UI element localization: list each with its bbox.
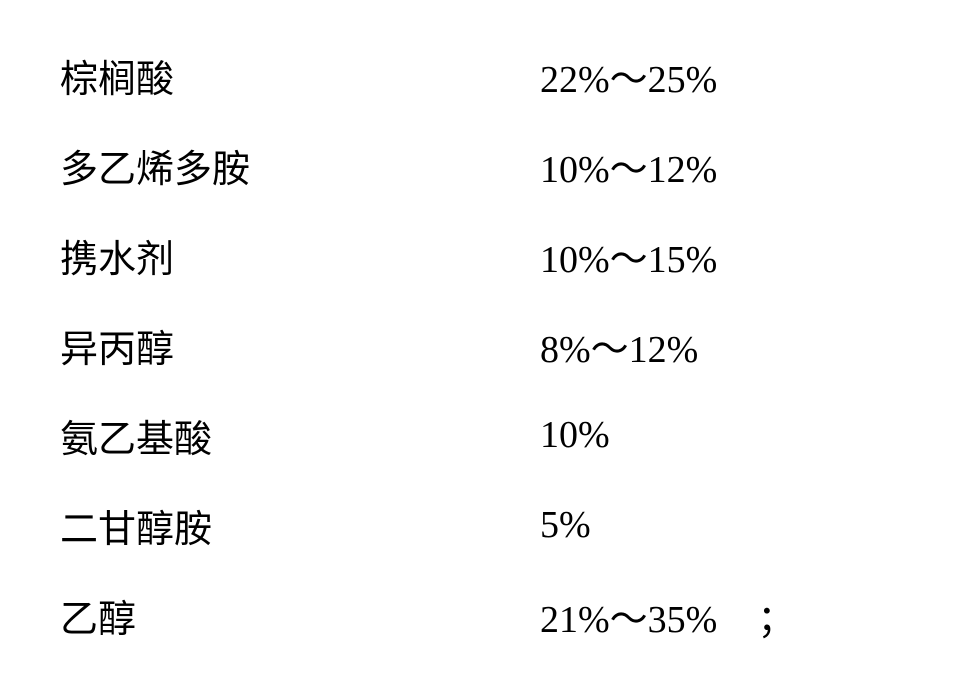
table-row: 多乙烯多胺 10%～12%: [60, 120, 898, 210]
ingredient-label: 异丙醇: [60, 318, 540, 373]
ingredient-label: 携水剂: [60, 228, 540, 283]
ingredient-label: 氨乙基酸: [60, 408, 540, 463]
trailing-punct: ；: [757, 588, 795, 643]
table-row: 异丙醇 8%～12%: [60, 300, 898, 390]
ingredient-value: 8%～12%: [540, 318, 698, 373]
ingredient-value: 10%: [540, 413, 610, 457]
ingredient-value-text: 21%～35%: [540, 588, 717, 643]
ingredient-value: 21%～35% ；: [540, 588, 795, 643]
ingredient-label: 棕榈酸: [60, 48, 540, 103]
table-row: 乙醇 21%～35% ；: [60, 570, 898, 660]
table-row: 氨乙基酸 10%: [60, 390, 898, 480]
ingredient-value: 10%～15%: [540, 228, 717, 283]
ingredient-value: 22%～25%: [540, 48, 717, 103]
ingredient-label: 二甘醇胺: [60, 498, 540, 553]
composition-table: 棕榈酸 22%～25% 多乙烯多胺 10%～12% 携水剂 10%～15% 异丙…: [60, 30, 898, 660]
table-row: 棕榈酸 22%～25%: [60, 30, 898, 120]
table-row: 携水剂 10%～15%: [60, 210, 898, 300]
ingredient-label: 乙醇: [60, 588, 540, 643]
ingredient-value: 10%～12%: [540, 138, 717, 193]
ingredient-value: 5%: [540, 503, 591, 547]
table-row: 二甘醇胺 5%: [60, 480, 898, 570]
ingredient-label: 多乙烯多胺: [60, 138, 540, 193]
